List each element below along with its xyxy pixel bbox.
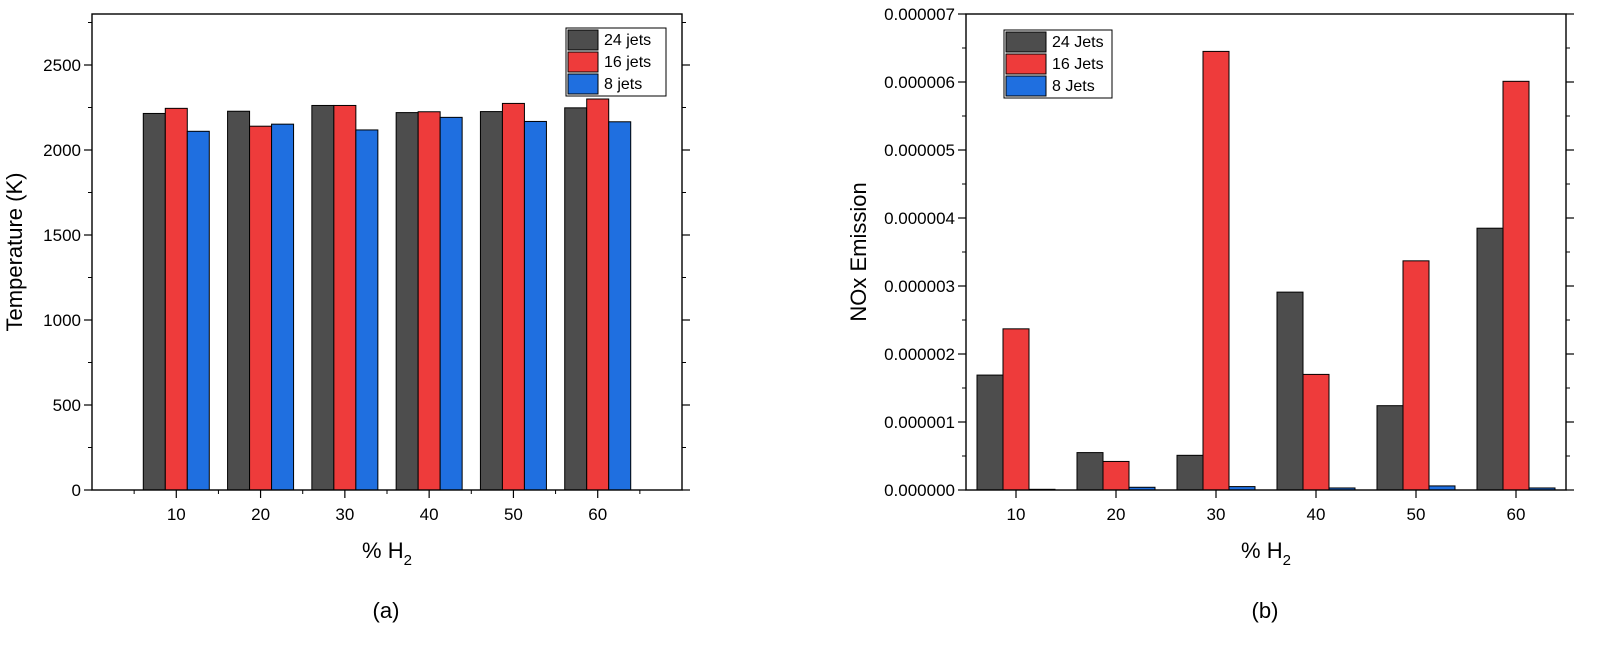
y-tick-label: 0.000001 (884, 413, 955, 432)
x-tick-label: 50 (1407, 505, 1426, 524)
chart-panel-b: 0.000000 0.000001 0.000002 0.000003 0.000004… (846, 5, 1574, 623)
y-tick-label: 0.000006 (884, 73, 955, 92)
bar-16-jets-30 (333, 104, 357, 491)
y-tick-label: 1000 (43, 311, 81, 330)
bar-8-jets-60 (608, 121, 632, 491)
legend-label: 16 jets (604, 54, 651, 71)
legend-swatch (567, 73, 599, 95)
bar-24-jets-30 (311, 104, 335, 491)
bar-8-jets-30 (355, 129, 379, 491)
legend-swatch (1005, 53, 1047, 75)
y-tick-label: 0.000005 (884, 141, 955, 160)
bar-8-jets-40 (439, 116, 463, 491)
x-tick-label: 20 (251, 505, 270, 524)
legend-label: 24 Jets (1052, 34, 1104, 51)
y-tick-label: 0.000007 (884, 5, 955, 24)
panel-label: (a) (373, 598, 400, 623)
x-axis-title-subscript: 2 (404, 552, 412, 569)
y-tick-label: 500 (53, 396, 81, 415)
bar-24-jets-40 (395, 112, 419, 491)
y-tick-label: 2500 (43, 56, 81, 75)
bar-16-jets-40 (417, 111, 441, 491)
y-axis-title: Temperature (K) (2, 173, 27, 332)
x-axis-title-main: % H (1241, 538, 1283, 563)
legend-swatch (567, 29, 599, 51)
legend: 24 jets 16 jets 8 jets (565, 27, 667, 97)
bar-16-jets-40 (1302, 373, 1330, 491)
y-tick-label: 0.000002 (884, 345, 955, 364)
bar-16-jets-20 (1102, 460, 1130, 491)
bar-24-jets-60 (1476, 227, 1504, 491)
y-tick-label: 0 (72, 481, 81, 500)
x-tick-label: 10 (167, 505, 186, 524)
legend-label: 8 Jets (1052, 78, 1095, 95)
chart-panel-a: 0 500 1000 1500 2000 2500 10 20 30 40 50 60 % H2 Temp… (2, 13, 690, 623)
y-tick-label: 0.000004 (884, 209, 955, 228)
x-tick-label: 20 (1107, 505, 1126, 524)
bar-16-jets-60 (586, 98, 610, 491)
x-axis-title: % H2 (1241, 538, 1291, 569)
bar-24-jets-20 (227, 110, 251, 491)
bar-16-jets-50 (501, 102, 525, 491)
x-tick-label: 60 (588, 505, 607, 524)
x-axis-title-subscript: 2 (1283, 552, 1291, 569)
legend-label: 16 Jets (1052, 56, 1104, 73)
x-tick-label: 50 (504, 505, 523, 524)
bar-24-jets-50 (479, 111, 503, 491)
y-axis-title: NOx Emission (846, 182, 871, 321)
legend-swatch (1005, 75, 1047, 97)
panel-label: (b) (1252, 598, 1279, 623)
y-tick-label: 2000 (43, 141, 81, 160)
x-tick-label: 10 (1007, 505, 1026, 524)
bar-16-jets-50 (1402, 260, 1430, 491)
bar-24-jets-20 (1076, 452, 1104, 491)
bar-16-jets-20 (249, 125, 273, 491)
x-tick-label: 30 (335, 505, 354, 524)
legend-label: 8 jets (604, 76, 642, 93)
x-tick-label: 30 (1207, 505, 1226, 524)
bar-16-jets-30 (1202, 50, 1230, 491)
bar-24-jets-40 (1276, 291, 1304, 491)
y-tick-label: 0.000003 (884, 277, 955, 296)
x-tick-label: 60 (1507, 505, 1526, 524)
legend-swatch (1005, 31, 1047, 53)
bar-16-jets-10 (164, 107, 188, 491)
bar-24-jets-60 (564, 107, 588, 491)
x-tick-label: 40 (1307, 505, 1326, 524)
bar-16-jets-10 (1002, 328, 1030, 491)
bar-8-jets-50 (523, 120, 547, 491)
legend: 24 Jets 16 Jets 8 Jets (1003, 29, 1113, 99)
bar-24-jets-30 (1176, 454, 1204, 491)
legend-swatch (567, 51, 599, 73)
bar-8-jets-10 (186, 130, 210, 491)
y-tick-label: 1500 (43, 226, 81, 245)
x-axis-title-main: % H (362, 538, 404, 563)
bar-16-jets-60 (1502, 80, 1530, 491)
bar-24-jets-10 (976, 374, 1004, 491)
y-tick-label: 0.000000 (884, 481, 955, 500)
bar-24-jets-10 (142, 112, 166, 491)
bar-8-jets-20 (271, 123, 295, 491)
x-axis-title: % H2 (362, 538, 412, 569)
legend-label: 24 jets (604, 32, 651, 49)
x-tick-label: 40 (420, 505, 439, 524)
bar-24-jets-50 (1376, 405, 1404, 491)
